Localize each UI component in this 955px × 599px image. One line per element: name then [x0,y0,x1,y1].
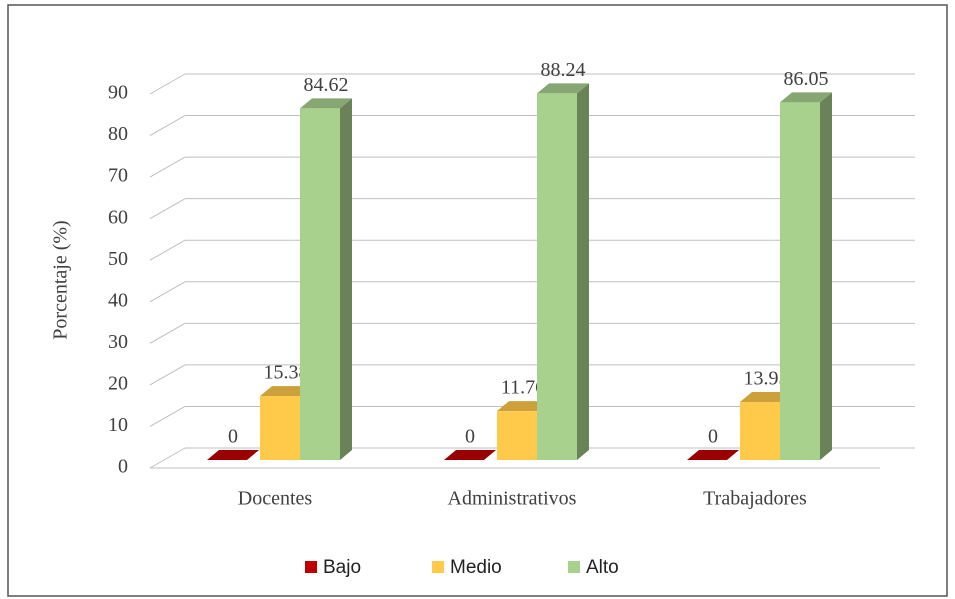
bar-top [537,83,589,94]
grid-line [149,281,186,303]
data-label: 0 [465,426,475,448]
bar-top [497,401,549,412]
y-tick-label: 90 [108,82,128,104]
grid-line [149,156,186,178]
bar-top [444,450,496,460]
bar [444,450,496,461]
bar [687,450,739,461]
legend-swatch [305,561,317,573]
bar-front [300,108,340,461]
y-tick-label: 50 [108,248,128,270]
bar [300,98,352,461]
x-tick-label: Trabajadores [703,488,807,510]
bar-front [537,93,577,460]
legend-swatch [568,561,580,573]
y-tick-label: 10 [108,414,128,436]
bar-side [577,83,589,460]
bar-front [260,396,300,460]
grid-line [149,115,186,136]
grid-line [149,322,186,344]
data-label: 88.24 [541,59,586,81]
bar [780,92,832,461]
bar-top [740,392,792,403]
bar-front [740,402,780,460]
x-tick-label: Docentes [238,488,313,510]
y-axis-title: Porcentaje (%) [50,220,72,339]
legend-swatch [432,561,444,573]
bar-top [207,450,259,460]
bar-top [300,98,352,109]
data-label: 86.05 [784,68,829,90]
data-label: 15.38 [264,362,309,384]
data-label: 13.95 [744,368,789,390]
data-label: 84.62 [304,74,349,96]
x-tick-label: Administrativos [448,488,577,510]
grid-line [149,198,186,220]
legend-label: Bajo [323,557,361,578]
data-label: 0 [228,426,238,448]
bar-side [820,92,832,461]
y-tick-label: 0 [118,456,128,478]
bar-front [497,411,537,460]
y-tick-label: 80 [108,123,128,145]
data-label: 0 [708,426,718,448]
bar-top [687,450,739,460]
bar-top [780,92,832,103]
y-tick-label: 20 [108,372,128,394]
y-tick-label: 70 [108,165,128,187]
grid-line [149,364,186,386]
legend-label: Medio [450,557,502,578]
grid-line [149,447,186,469]
bar-top [260,386,312,397]
grid-line [149,73,186,95]
y-tick-label: 60 [108,206,128,228]
bar-front [780,102,820,461]
grid-line [149,239,186,261]
legend-label: Alto [586,557,619,578]
y-tick-label: 40 [108,289,128,311]
grid-line [149,406,186,427]
data-label: 11.76 [501,377,545,399]
bar [207,450,259,461]
y-tick-label: 30 [108,331,128,353]
bar [537,83,589,460]
bar-side [340,98,352,461]
